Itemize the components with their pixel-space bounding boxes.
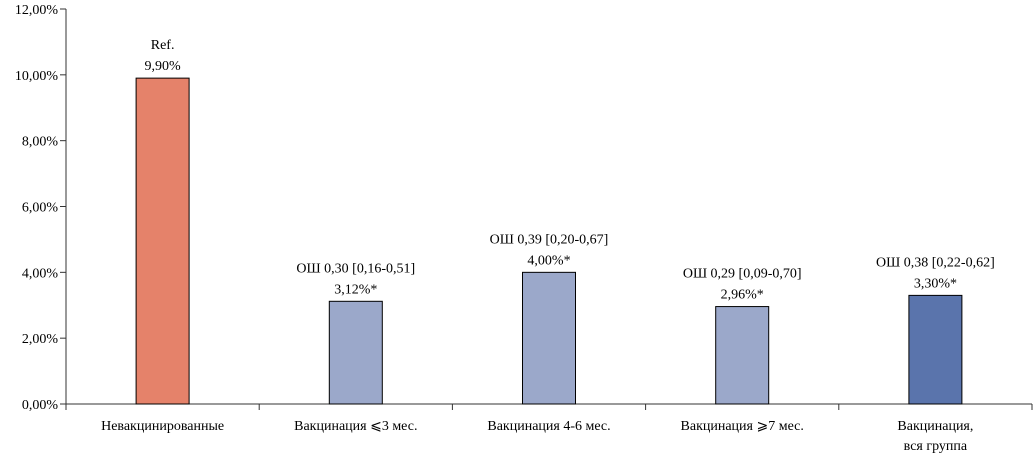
x-category-label: Вакцинация ⩾7 мес. bbox=[681, 419, 804, 434]
bar bbox=[522, 271, 576, 405]
bar-data-label: ОШ 0,38 [0,22-0,62] bbox=[876, 255, 995, 270]
y-tick-label: 8,00% bbox=[22, 135, 59, 150]
bar-data-label: Ref. bbox=[151, 38, 175, 53]
bar bbox=[715, 306, 770, 405]
bar-data-label: ОШ 0,39 [0,20-0,67] bbox=[490, 232, 609, 247]
bar bbox=[328, 300, 383, 405]
y-tick-label: 2,00% bbox=[22, 332, 59, 347]
y-tick-label: 12,00% bbox=[15, 3, 59, 18]
bar-data-label: 2,96%* bbox=[721, 288, 764, 303]
bar bbox=[908, 294, 963, 405]
bars bbox=[135, 77, 963, 405]
bar-data-label: 3,30%* bbox=[914, 276, 957, 291]
labels: Ref. 9,90% Невакцинированные ОШ 0,30 [0,16-… bbox=[101, 38, 995, 454]
bar bbox=[135, 77, 190, 405]
bar-data-label: ОШ 0,29 [0,09-0,70] bbox=[683, 267, 802, 282]
bar-data-label: 9,90% bbox=[145, 59, 182, 74]
y-tick-label: 6,00% bbox=[22, 201, 59, 216]
x-category-label: вся группа bbox=[904, 439, 968, 454]
bar-data-label: ОШ 0,30 [0,16-0,51] bbox=[296, 261, 415, 276]
axes: 0,00% 2,00% 4,00% 6,00% 8,00% 10,00% 12,00% bbox=[15, 3, 1033, 413]
y-tick-label: 0,00% bbox=[22, 398, 59, 413]
y-tick-label: 4,00% bbox=[22, 266, 59, 281]
y-tick-label: 10,00% bbox=[15, 69, 59, 84]
x-category-label: Невакцинированные bbox=[101, 419, 224, 434]
x-category-label: Вакцинация 4-6 мес. bbox=[487, 419, 610, 434]
bar-data-label: 3,12%* bbox=[334, 282, 377, 297]
x-category-label: Вакцинация, bbox=[897, 419, 973, 434]
x-category-label: Вакцинация ⩽3 мес. bbox=[294, 419, 417, 434]
bar-data-label: 4,00%* bbox=[527, 253, 570, 268]
